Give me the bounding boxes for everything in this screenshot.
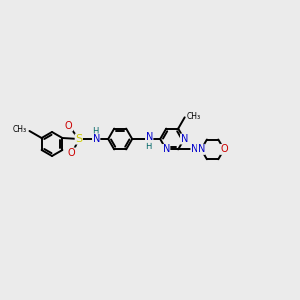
Text: S: S (75, 134, 82, 144)
Text: CH₃: CH₃ (12, 125, 26, 134)
Text: O: O (220, 144, 228, 154)
Text: N: N (181, 134, 188, 144)
Text: H: H (145, 142, 152, 151)
Text: N: N (146, 132, 153, 142)
Text: O: O (68, 148, 76, 158)
Text: N: N (92, 134, 100, 144)
Text: CH₃: CH₃ (187, 112, 201, 121)
Text: N: N (197, 144, 205, 154)
Text: O: O (65, 121, 73, 131)
Text: N: N (163, 144, 170, 154)
Text: H: H (92, 128, 98, 136)
Text: N: N (191, 144, 198, 154)
